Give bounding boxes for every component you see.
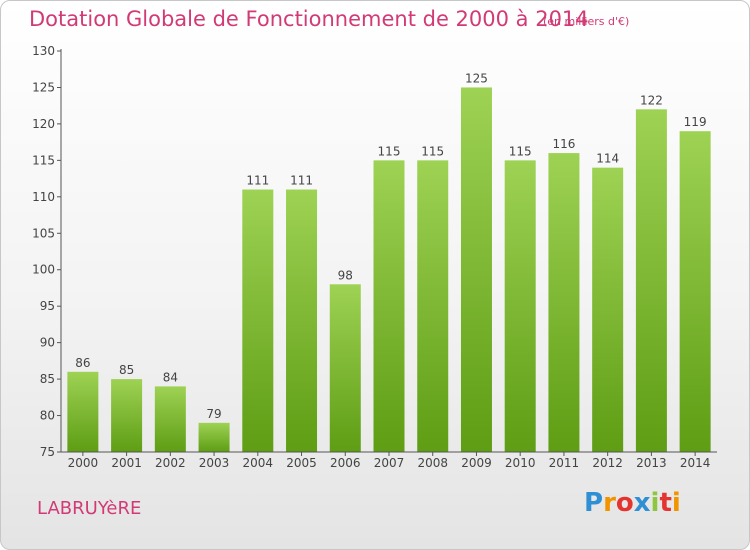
x-tick-label: 2001 [111,456,142,470]
x-tick-label: 2009 [461,456,492,470]
x-tick-label: 2014 [680,456,711,470]
x-tick-label: 2013 [636,456,667,470]
y-tick-label: 90 [40,336,55,350]
y-tick-label: 125 [32,80,55,94]
chart-unit: (en milliers d'€) [543,15,630,28]
bars-group: 86 85 84 79 111 111 98 115 115 125 115 116 114 122 119 [67,71,711,453]
x-tick-label: 2004 [243,456,274,470]
bar-value-label: 86 [75,356,90,370]
y-tick-label: 95 [40,299,55,313]
bar [198,422,230,452]
x-tick-label: 2003 [199,456,230,470]
bar-value-label: 125 [465,71,488,85]
x-tick-label: 2000 [68,456,99,470]
bar [592,167,624,452]
bar-value-label: 111 [290,174,313,188]
bar-value-label: 115 [378,144,401,158]
y-tick-label: 105 [32,226,55,240]
logo-letter: o [615,488,634,518]
bar-value-label: 79 [206,407,221,421]
axes-group: 75 80 85 90 95 100 105 110 115 120 125 130 2000 2001 2… [32,44,717,470]
bar-value-label: 122 [640,93,663,107]
x-tick-label: 2002 [155,456,186,470]
y-tick-label: 100 [32,263,55,277]
x-tick-label: 2010 [505,456,536,470]
bar-value-label: 116 [552,137,575,151]
bar [548,153,580,452]
bar [679,131,711,452]
bar [635,109,667,452]
bar [286,189,318,452]
y-tick-label: 75 [40,445,55,459]
x-tick-label: 2011 [549,456,580,470]
chart-title: Dotation Globale de Fonctionnement de 20… [29,7,589,31]
y-tick-label: 110 [32,190,55,204]
bar [111,379,143,452]
bar-value-label: 115 [421,144,444,158]
bar-value-label: 84 [163,370,178,384]
bar [67,371,99,452]
logo-letter: x [633,488,651,518]
bar-value-label: 111 [246,174,269,188]
commune-name: LABRUYèRE [37,498,142,519]
bar-value-label: 115 [509,144,532,158]
x-tick-label: 2007 [374,456,405,470]
bar [504,160,536,452]
x-tick-label: 2005 [286,456,317,470]
logo-letter: t [659,488,672,518]
bar-value-label: 85 [119,363,134,377]
bar [417,160,449,452]
y-tick-label: 130 [32,44,55,58]
bar [373,160,405,452]
bar [242,189,274,452]
bar [329,284,361,452]
logo-letter: i [671,488,681,518]
y-tick-label: 120 [32,117,55,131]
y-tick-label: 80 [40,409,55,423]
logo-letter: P [584,488,604,518]
bar [460,87,492,453]
y-tick-label: 85 [40,372,55,386]
logo-letter: i [650,488,660,518]
bar-value-label: 114 [596,152,619,166]
x-tick-label: 2008 [417,456,448,470]
x-tick-label: 2006 [330,456,361,470]
bar-value-label: 98 [338,268,353,282]
bar-value-label: 119 [684,115,707,129]
bar [154,386,186,452]
x-tick-label: 2012 [592,456,623,470]
y-tick-label: 115 [32,153,55,167]
logo-letter: r [603,488,616,518]
proxiti-logo: Proxiti [584,488,681,518]
